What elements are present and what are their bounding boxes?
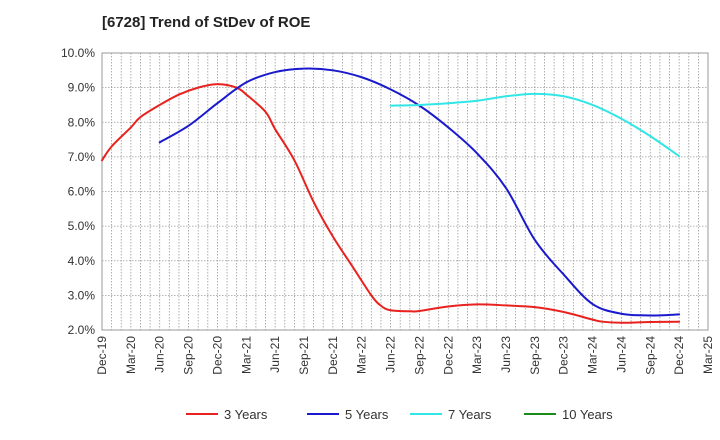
- y-tick-label: 9.0%: [68, 81, 96, 95]
- x-tick-label: Dec-22: [441, 336, 455, 375]
- y-tick-label: 6.0%: [68, 185, 96, 199]
- x-tick-label: Sep-21: [297, 336, 311, 375]
- x-tick-label: Jun-23: [499, 336, 513, 373]
- x-tick-label: Sep-20: [182, 336, 196, 375]
- x-tick-label: Sep-23: [528, 336, 542, 375]
- x-tick-label: Jun-22: [384, 336, 398, 373]
- legend-label: 3 Years: [224, 407, 268, 422]
- x-tick-label: Mar-24: [586, 336, 600, 374]
- y-tick-label: 3.0%: [68, 288, 96, 302]
- x-tick-label: Mar-20: [124, 336, 138, 374]
- x-tick-label: Mar-23: [470, 336, 484, 374]
- x-tick-label: Jun-24: [614, 336, 628, 373]
- legend-label: 5 Years: [345, 407, 389, 422]
- y-tick-label: 10.0%: [61, 46, 95, 60]
- x-axis: Dec-19 Mar-20 Jun-20 Sep-20 Dec-20 Mar-21 Jun-…: [95, 336, 715, 375]
- x-tick-label: Dec-24: [672, 336, 686, 375]
- x-tick-label: Dec-21: [326, 336, 340, 375]
- y-tick-label: 5.0%: [68, 219, 96, 233]
- legend-label: 7 Years: [448, 407, 492, 422]
- series-line-7-years: [389, 92, 681, 158]
- x-tick-label: Mar-22: [355, 336, 369, 374]
- x-tick-label: Dec-23: [557, 336, 571, 375]
- x-tick-label: Jun-20: [153, 336, 167, 373]
- x-tick-label: Sep-22: [412, 336, 426, 375]
- y-tick-label: 7.0%: [68, 150, 96, 164]
- y-tick-label: 4.0%: [68, 254, 96, 268]
- x-tick-label: Mar-25: [701, 336, 715, 374]
- plot-grid: [101, 52, 709, 331]
- y-tick-label: 2.0%: [68, 323, 96, 337]
- x-tick-label: Dec-19: [95, 336, 109, 375]
- legend: 3 Years 5 Years 7 Years 10 Years: [186, 407, 613, 422]
- series-lines: [101, 67, 681, 324]
- chart-title: [6728] Trend of StDev of ROE: [102, 14, 310, 31]
- y-axis: 10.0% 9.0% 8.0% 7.0% 6.0% 5.0% 4.0% 3.0% 2.0%: [61, 46, 95, 337]
- x-tick-label: Sep-24: [643, 336, 657, 375]
- y-tick-label: 8.0%: [68, 115, 96, 129]
- legend-label: 10 Years: [562, 407, 613, 422]
- series-line-3-years: [101, 83, 681, 324]
- x-tick-label: Dec-20: [210, 336, 224, 375]
- x-tick-label: Jun-21: [268, 336, 282, 373]
- x-tick-label: Mar-21: [239, 336, 253, 374]
